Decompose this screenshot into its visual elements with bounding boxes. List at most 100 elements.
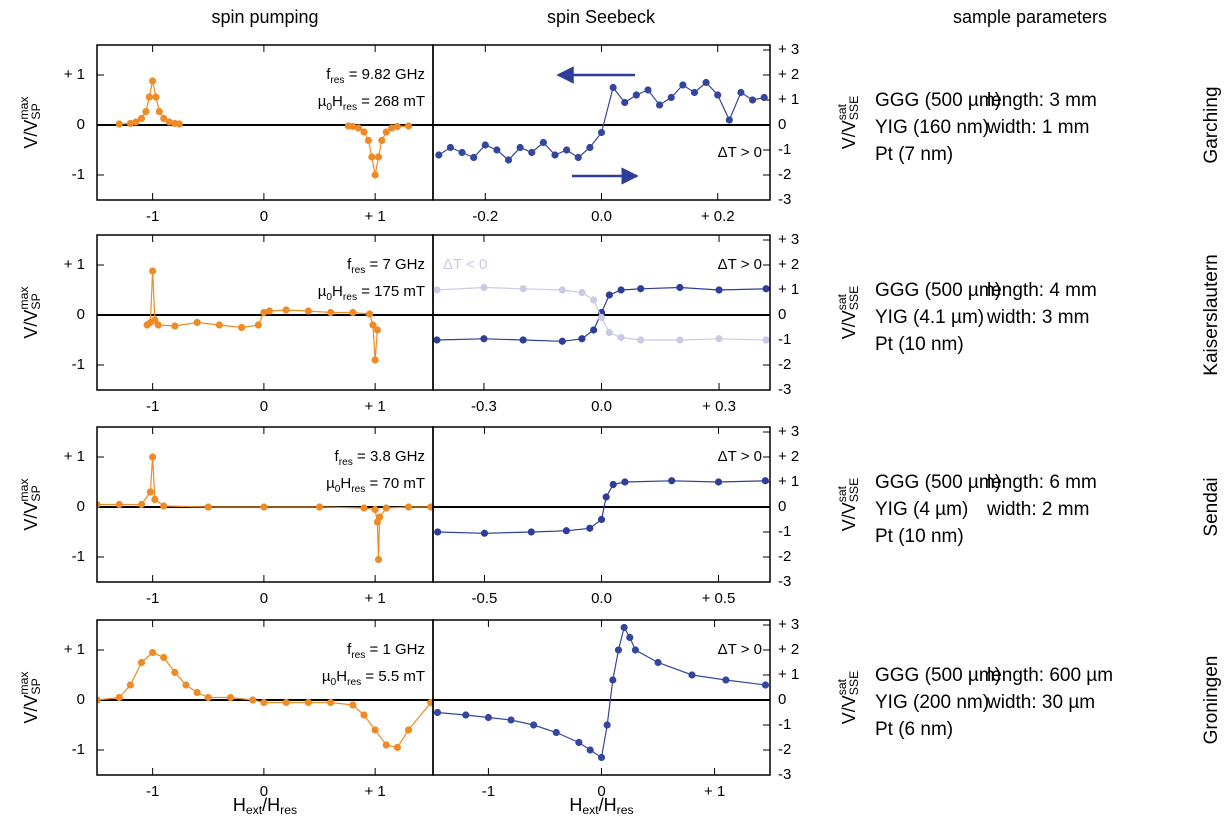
subscript: SSE <box>847 478 861 502</box>
superscript: max <box>17 96 31 119</box>
text-run: V/V <box>839 310 859 339</box>
data-point <box>493 146 501 154</box>
y-tick-label: 0 <box>77 306 85 323</box>
data-point <box>115 693 123 702</box>
data-point <box>519 336 527 344</box>
data-point <box>762 336 770 344</box>
sample-dimension: width: 30 µm <box>986 692 1095 713</box>
data-point <box>597 128 606 137</box>
data-point <box>656 101 664 109</box>
data-point <box>375 513 384 521</box>
subscript: res <box>280 803 297 817</box>
text-run: f <box>347 641 352 658</box>
x-tick-label: 0 <box>260 208 268 225</box>
sample-layer: GGG (500 µm) <box>875 472 1001 493</box>
y-tick-label: -3 <box>778 766 791 783</box>
data-point <box>597 515 606 524</box>
data-point <box>621 478 629 486</box>
y-tick-label: -3 <box>778 573 791 590</box>
x-tick-label: + 1 <box>365 590 386 607</box>
plot-area <box>435 78 768 164</box>
x-axis-label: Hext/Hres <box>569 795 633 817</box>
data-point <box>609 676 617 684</box>
x-tick-label: -1 <box>146 398 159 415</box>
data-point <box>748 96 757 104</box>
subscript: SP <box>29 103 43 119</box>
data-point <box>760 93 768 102</box>
data-point <box>349 308 357 317</box>
x-tick-label: -1 <box>146 590 159 607</box>
y-tick-label: 0 <box>77 116 85 133</box>
subscript: res <box>617 803 634 817</box>
data-point <box>590 296 598 304</box>
sample-layer: YIG (4 µm) <box>875 499 968 520</box>
plot-area <box>433 283 770 345</box>
data-point <box>586 524 594 532</box>
data-point <box>149 648 157 657</box>
data-point <box>282 306 290 314</box>
y-axis-label: V/VsatSSE <box>835 286 861 340</box>
data-point <box>484 713 493 722</box>
data-point <box>575 738 583 747</box>
subscript: res <box>347 677 361 688</box>
sample-dimension: length: 600 µm <box>987 665 1113 686</box>
annotation: µ0Hres = 268 mT <box>318 93 425 113</box>
data-point <box>433 708 442 717</box>
data-point <box>369 321 377 329</box>
data-point <box>171 322 179 330</box>
data-point <box>427 698 433 707</box>
x-tick-label: 0.0 <box>591 398 612 415</box>
series-line <box>437 625 766 759</box>
data-point <box>632 91 640 99</box>
subscript: SP <box>29 678 43 694</box>
data-point <box>146 488 155 496</box>
plot-area <box>143 267 381 364</box>
data-point <box>590 326 598 334</box>
data-point <box>142 107 150 116</box>
data-point <box>574 153 582 162</box>
data-point <box>204 503 212 511</box>
text-run: = 70 mT <box>365 475 425 492</box>
data-point <box>563 146 571 154</box>
x-tick-label: 0 <box>260 398 268 415</box>
sample-site: Garching <box>1201 86 1222 163</box>
data-point <box>249 696 257 704</box>
data-point <box>382 128 390 136</box>
data-point <box>155 107 163 116</box>
data-point <box>137 658 146 667</box>
data-point <box>527 528 535 536</box>
y-tick-label: + 1 <box>778 91 799 108</box>
data-point <box>393 122 401 131</box>
data-point <box>364 136 373 145</box>
data-point <box>149 453 157 461</box>
subscript: res <box>351 265 365 276</box>
superscript: sat <box>835 103 849 120</box>
data-point <box>761 681 770 689</box>
data-point <box>762 285 770 293</box>
data-point <box>504 156 513 164</box>
data-point <box>182 681 190 689</box>
x-tick-label: + 0.5 <box>702 590 736 607</box>
data-point <box>654 658 662 667</box>
text-run: µ <box>326 475 335 492</box>
data-point <box>349 701 357 709</box>
data-point <box>152 93 160 101</box>
panel-frame <box>432 426 771 583</box>
data-point <box>602 493 610 501</box>
x-tick-label: 0.0 <box>591 208 612 225</box>
x-tick-label: -1 <box>146 783 159 800</box>
data-point <box>679 81 687 89</box>
y-tick-label: + 1 <box>64 66 85 83</box>
data-point <box>586 143 594 152</box>
data-point <box>631 646 640 654</box>
annotation: fres = 7 GHz <box>347 256 425 276</box>
data-point <box>371 356 379 364</box>
data-point <box>327 698 335 707</box>
annotation: fres = 3.8 GHz <box>335 448 425 468</box>
data-point <box>315 503 324 511</box>
y-tick-label: + 1 <box>778 666 799 683</box>
legend-label: ΔT < 0 <box>443 256 487 273</box>
data-point <box>137 114 146 123</box>
data-point <box>480 335 488 343</box>
data-point <box>365 310 374 318</box>
